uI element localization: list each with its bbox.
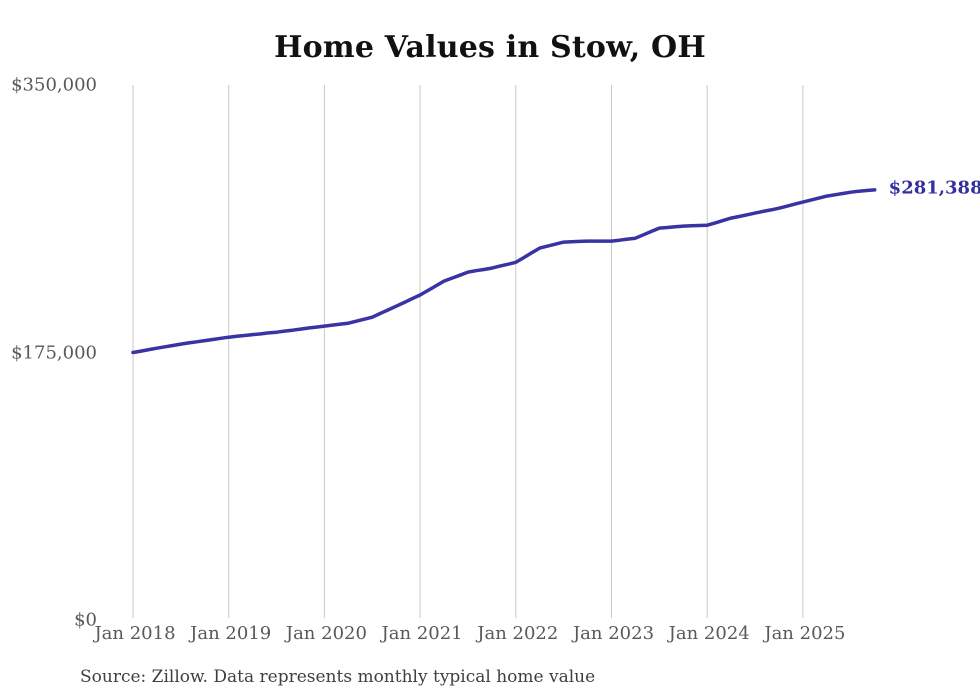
x-tick-label: Jan 2020 (285, 623, 367, 644)
x-tick-label: Jan 2023 (572, 623, 655, 644)
y-tick-label: $350,000 (11, 74, 97, 96)
chart-title: Home Values in Stow, OH (274, 30, 706, 65)
x-tick-label: Jan 2019 (190, 623, 272, 644)
x-tick-label: Jan 2025 (764, 623, 846, 644)
y-tick-label: $0 (74, 609, 97, 631)
x-tick-label: Jan 2021 (381, 623, 463, 644)
home-value-line (131, 188, 877, 355)
y-tick-label: $175,000 (11, 342, 97, 363)
x-tick-label: Jan 2022 (477, 623, 559, 644)
source-note: Source: Zillow. Data represents monthly … (80, 667, 596, 687)
x-tick-label: Jan 2018 (94, 623, 176, 644)
x-tick-label: Jan 2024 (668, 623, 750, 644)
end-value-label: $281,388 (888, 177, 980, 199)
